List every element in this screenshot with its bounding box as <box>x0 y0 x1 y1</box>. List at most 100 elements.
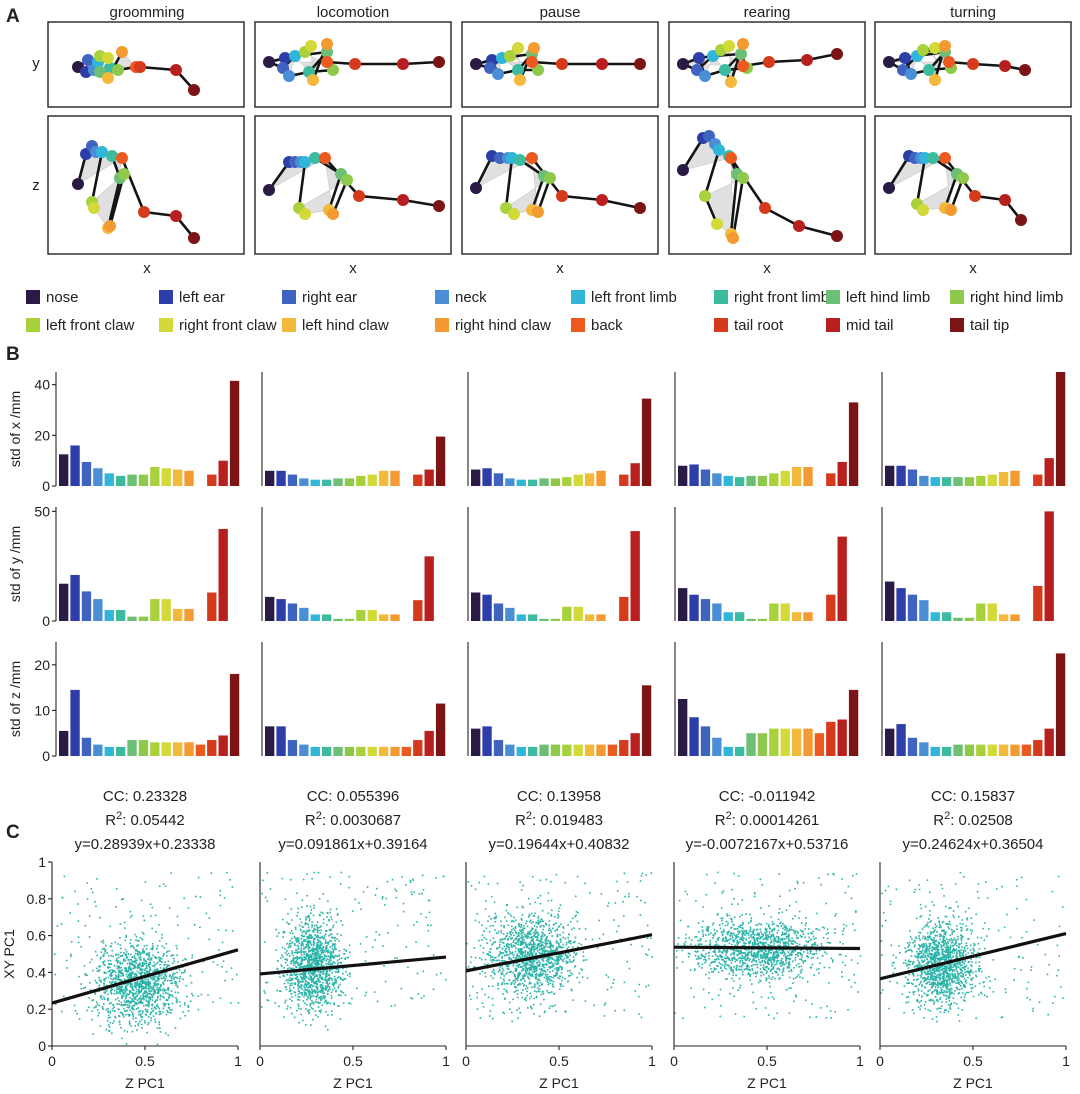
scatter-point-locomotion-925 <box>307 914 310 917</box>
scatter-point-locomotion-994 <box>315 985 318 987</box>
scatter-point-groomming-1034 <box>106 1020 109 1022</box>
scatter-point-locomotion-270 <box>302 878 305 881</box>
scatter-point-locomotion-383 <box>309 936 312 939</box>
scatter-point-groomming-1342 <box>138 1010 140 1013</box>
scatter-point-locomotion-1156 <box>321 961 324 963</box>
scatter-point-pause-113 <box>537 933 539 936</box>
scatter-point-locomotion-212 <box>290 930 293 932</box>
scatter-point-locomotion-1029 <box>310 934 313 937</box>
scatter-point-rearing-62 <box>721 922 724 925</box>
scatter-point-pause-710 <box>549 957 552 959</box>
scatter-point-pause-335 <box>551 969 554 972</box>
scatter-point-pause-804 <box>561 968 564 970</box>
scatter-point-pause-948 <box>522 978 525 980</box>
keypoint-mid-tail-groomming-xy <box>170 64 182 76</box>
scatter-point-pause-209 <box>479 944 482 947</box>
scatter-point-pause-291 <box>522 942 524 945</box>
scatter-point-groomming-846 <box>151 927 154 930</box>
scatter-point-rearing-50 <box>810 957 813 959</box>
scatter-point-locomotion-456 <box>309 996 312 999</box>
scatter-point-groomming-686 <box>103 947 105 950</box>
scatter-point-locomotion-1 <box>298 924 301 927</box>
scatter-point-pause-1026 <box>645 953 647 955</box>
keypoint-right-hind-limb-locomotion-xz <box>341 174 353 186</box>
scatter-point-groomming-827 <box>129 967 131 970</box>
scatter-point-pause-1324 <box>513 920 515 923</box>
scatter-point-pause-858 <box>559 985 562 987</box>
scatter-point-groomming-1398 <box>109 945 112 947</box>
scatter-point-groomming-925 <box>145 1004 147 1007</box>
scatter-point-groomming-1273 <box>134 960 137 963</box>
scatter-point-locomotion-521 <box>335 989 337 992</box>
scatter-point-pause-566 <box>500 960 503 962</box>
scatter-point-locomotion-680 <box>325 930 328 932</box>
scatter-point-groomming-136 <box>104 951 107 953</box>
scatter-point-pause-712 <box>508 943 510 946</box>
scatter-point-locomotion-987 <box>297 962 300 964</box>
scatter-point-pause-434 <box>525 997 527 999</box>
scatter-point-locomotion-555 <box>264 992 266 994</box>
scatter-point-pause-624 <box>540 918 543 920</box>
scatter-point-locomotion-1055 <box>302 977 305 979</box>
scatter-point-groomming-293 <box>91 999 93 1002</box>
scatter-point-locomotion-415 <box>298 957 301 959</box>
scatter-point-pause-1270 <box>551 985 554 988</box>
scatter-point-pause-954 <box>530 912 533 915</box>
bar-groomming-std_x-13 <box>207 474 217 486</box>
scatter-point-locomotion-1306 <box>295 959 298 962</box>
scatter-point-locomotion-563 <box>310 955 313 958</box>
scatter-point-pause-1193 <box>504 998 506 1000</box>
scatter-point-groomming-362 <box>191 956 193 959</box>
scatter-point-rearing-46 <box>775 950 778 952</box>
scatter-point-pause-1122 <box>529 997 531 1000</box>
scatter-point-pause-1333 <box>521 957 524 960</box>
scatter-point-groomming-1352 <box>147 982 150 985</box>
scatter-point-groomming-922 <box>110 942 113 945</box>
bar-rearing-std_y-1 <box>689 594 699 621</box>
scatter-point-locomotion-354 <box>302 1000 305 1002</box>
scatter-point-groomming-779 <box>162 955 164 957</box>
scatter-point-groomming-903 <box>172 962 174 965</box>
scatter-point-pause-1102 <box>542 957 545 959</box>
scatter-point-locomotion-142 <box>326 912 329 915</box>
scatter-point-pause-32 <box>521 977 524 980</box>
scatter-point-groomming-574 <box>153 976 155 978</box>
scatter-point-locomotion-380 <box>322 964 325 967</box>
bar-locomotion-std_x-0 <box>265 470 275 486</box>
scatter-point-locomotion-289 <box>343 948 345 951</box>
scatter-point-pause-241 <box>541 920 543 923</box>
scatter-point-pause-664 <box>562 936 565 939</box>
scatter-point-locomotion-734 <box>338 955 340 957</box>
scatter-point-pause-69 <box>532 940 535 942</box>
scatter-point-locomotion-282 <box>336 913 339 915</box>
scatter-point-groomming-1260 <box>131 914 133 917</box>
scatter-point-pause-1114 <box>529 920 531 923</box>
scatter-point-pause-46 <box>508 968 510 970</box>
scatter-point-locomotion-937 <box>308 991 310 994</box>
bar-rearing-std_y-7 <box>757 618 768 621</box>
skeleton-bone-turning-xz-8 <box>915 157 927 205</box>
scatter-point-groomming-1201 <box>117 966 120 969</box>
legend-swatch-right-hind-limb <box>950 290 964 304</box>
scatter-point-pause-157 <box>544 922 547 925</box>
scatter-point-locomotion-390 <box>305 956 307 959</box>
scatter-point-groomming-927 <box>149 1013 152 1016</box>
scatter-point-locomotion-192 <box>298 963 300 966</box>
scatter-point-groomming-1099 <box>132 945 135 948</box>
scatter-point-groomming-1156 <box>115 959 118 962</box>
scatter-point-locomotion-194 <box>340 990 342 992</box>
scatter-point-pause-614 <box>539 964 541 967</box>
scatter-point-locomotion-746 <box>331 945 334 947</box>
scatter-point-pause-208 <box>538 985 540 987</box>
scatter-point-groomming-933 <box>115 992 118 995</box>
scatter-point-groomming-708 <box>140 997 143 1000</box>
scatter-point-locomotion-1345 <box>336 959 339 962</box>
scatter-point-locomotion-1000 <box>290 962 292 965</box>
scatter-point-groomming-1378 <box>107 997 109 1000</box>
scatter-point-pause-324 <box>613 978 615 981</box>
scatter-point-locomotion-1301 <box>312 950 314 952</box>
scatter-point-pause-571 <box>517 957 519 960</box>
scatter-point-pause-1078 <box>506 939 509 941</box>
scatter-point-groomming-585 <box>53 953 56 956</box>
scatter-point-groomming-91 <box>121 997 123 999</box>
